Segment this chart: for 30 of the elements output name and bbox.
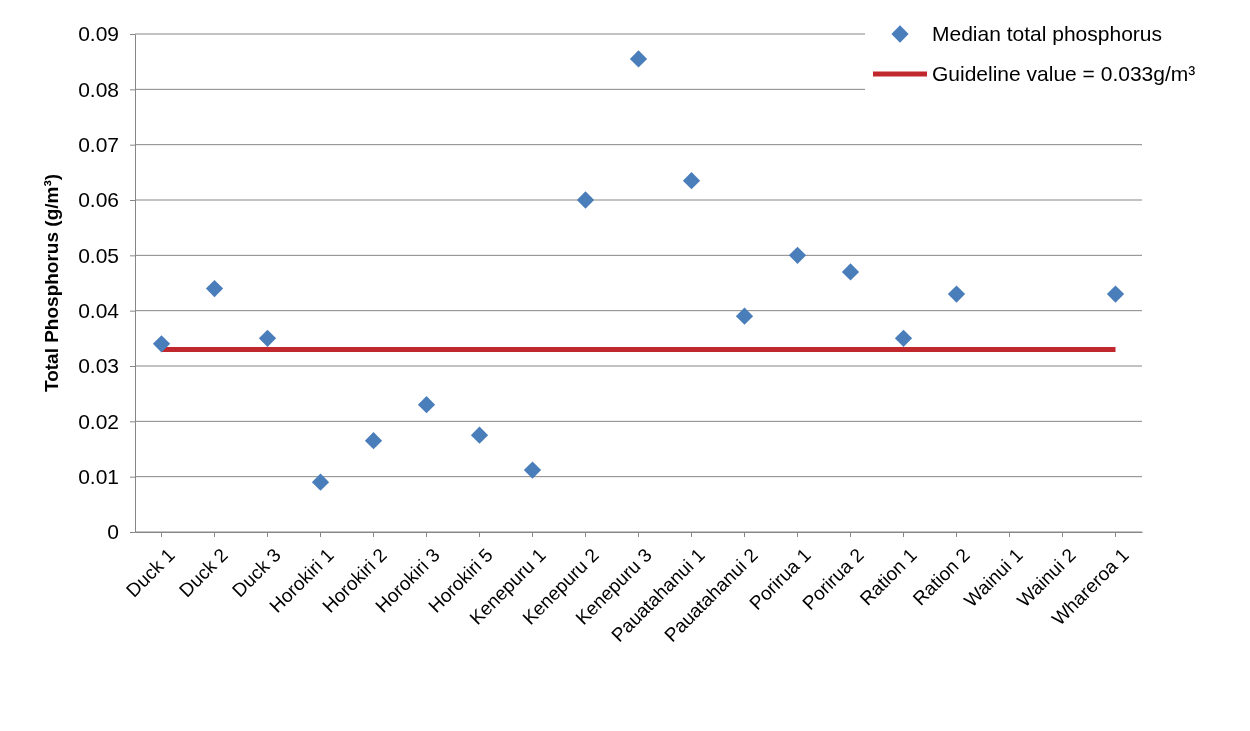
point [311,473,330,491]
point [894,329,913,347]
point [947,285,966,303]
point [152,335,171,353]
y-tick-label: 0.03 [78,354,119,378]
point [735,307,754,325]
point [523,461,542,479]
y-tick-label: 0.06 [78,188,119,212]
y-tick-label: 0.07 [78,132,119,156]
point [258,329,277,347]
y-tick-label: 0 [107,520,119,544]
legend-label: Median total phosphorus [932,22,1162,46]
point [682,172,701,190]
y-axis-title: Total Phosphorus (g/m³) [41,173,62,393]
y-tick-label: 0.09 [78,22,119,46]
point [470,426,489,444]
point [417,396,436,414]
y-tick-label: 0.04 [78,298,120,322]
point [576,191,595,209]
point [205,279,224,298]
y-tick-label: 0.08 [78,77,119,101]
point [788,246,807,264]
y-tick-label: 0.02 [78,409,119,433]
y-tick-label: 0.05 [78,243,119,267]
point [1106,285,1125,303]
point [364,432,383,450]
point [841,263,860,281]
point [629,50,648,68]
y-tick-label: 0.01 [78,464,119,488]
legend-label: Guideline value = 0.033g/m³ [932,62,1196,86]
